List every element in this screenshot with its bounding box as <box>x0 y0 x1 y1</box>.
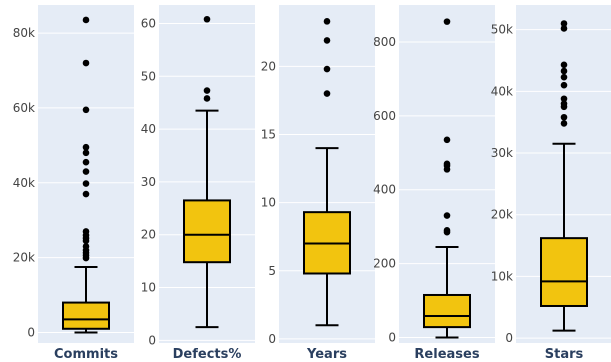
outlier-point-commits <box>82 16 90 24</box>
outlier-point-commits <box>82 237 90 245</box>
y-tick-label-releases: 800 <box>373 35 396 49</box>
y-tick-label-commits: 80k <box>13 26 35 40</box>
outlier-point-commits <box>82 158 90 166</box>
outlier-point-releases <box>443 136 451 144</box>
outlier-point-stars <box>560 103 568 111</box>
category-label-commits: Commits <box>54 347 118 362</box>
y-tick-label-stars: 0 <box>505 331 513 345</box>
outlier-point-stars <box>560 120 568 127</box>
y-tick-label-releases: 0 <box>388 330 396 344</box>
y-tick-label-commits: 0 <box>27 326 35 340</box>
outlier-point-stars <box>560 81 568 89</box>
y-tick-label-commits: 20k <box>13 251 35 265</box>
outlier-point-releases <box>443 166 451 173</box>
y-tick-label-defects: 60 <box>141 16 156 30</box>
outlier-point-stars <box>560 25 568 32</box>
outlier-point-stars <box>560 67 568 75</box>
y-tick-label-releases: 200 <box>373 257 396 271</box>
outlier-point-defects <box>203 15 211 23</box>
outlier-point-stars <box>560 20 568 27</box>
y-tick-label-defects: 30 <box>141 175 156 189</box>
y-tick-label-stars: 50k <box>491 23 513 37</box>
y-tick-label-years: 0 <box>268 332 276 346</box>
y-tick-label-defects: 50 <box>141 69 156 83</box>
y-tick-label-stars: 30k <box>491 146 513 160</box>
y-tick-label-defects: 20 <box>141 228 156 242</box>
outlier-point-releases <box>443 18 451 25</box>
box-stars <box>540 237 588 307</box>
outlier-point-commits <box>82 180 90 187</box>
y-tick-label-stars: 10k <box>491 269 513 283</box>
y-tick-label-defects: 10 <box>141 281 156 295</box>
outlier-point-commits <box>82 106 90 114</box>
outlier-point-years <box>323 37 331 44</box>
y-tick-label-defects: 0 <box>148 333 156 347</box>
category-label-years: Years <box>306 347 347 362</box>
outlier-point-releases <box>443 212 451 219</box>
outlier-point-commits <box>82 143 90 151</box>
y-tick-label-stars: 20k <box>491 208 513 222</box>
category-label-stars: Stars <box>545 347 584 362</box>
outlier-point-releases <box>443 228 451 236</box>
y-tick-label-releases: 600 <box>373 109 396 123</box>
outlier-point-defects <box>203 95 211 102</box>
outlier-point-commits <box>82 149 90 157</box>
outlier-point-years <box>323 90 331 97</box>
outlier-point-years <box>323 65 331 73</box>
outlier-point-stars <box>560 113 568 121</box>
box-releases <box>423 293 471 329</box>
y-tick-label-years: 5 <box>268 264 276 278</box>
category-label-releases: Releases <box>414 347 479 362</box>
outlier-point-defects <box>203 87 211 94</box>
y-tick-label-years: 15 <box>261 127 276 141</box>
y-tick-label-stars: 40k <box>491 84 513 98</box>
outlier-point-commits <box>82 190 90 198</box>
outlier-point-commits <box>82 168 90 175</box>
outlier-point-stars <box>560 61 568 69</box>
y-tick-label-defects: 40 <box>141 122 156 136</box>
outlier-point-commits <box>82 254 90 262</box>
outlier-point-stars <box>560 73 568 81</box>
y-tick-label-years: 20 <box>261 59 276 73</box>
y-tick-label-years: 10 <box>261 196 276 210</box>
outlier-point-commits <box>82 59 90 67</box>
box-commits <box>62 301 110 330</box>
outlier-point-stars <box>560 95 568 103</box>
category-label-defects: Defects% <box>173 347 242 362</box>
outlier-point-years <box>323 18 331 25</box>
y-tick-label-commits: 60k <box>13 101 35 115</box>
box-defects <box>183 199 231 264</box>
y-tick-label-releases: 400 <box>373 183 396 197</box>
y-tick-label-commits: 40k <box>13 176 35 190</box>
